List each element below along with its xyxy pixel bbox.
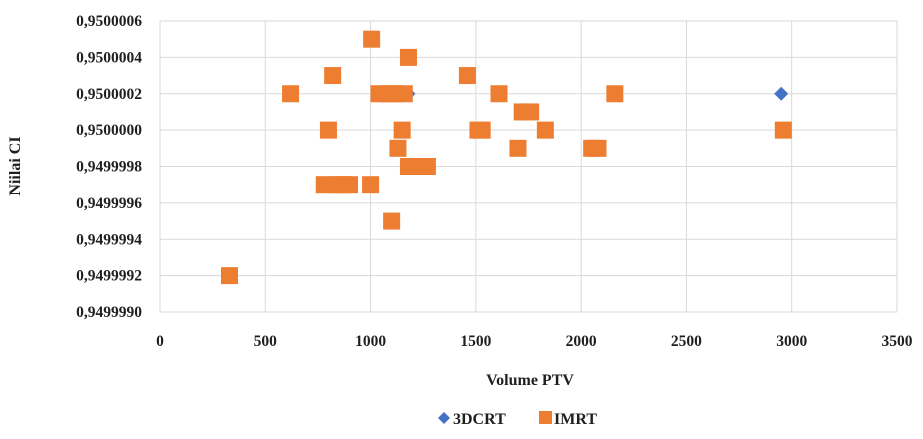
x-tick-label: 3000 [776,333,807,350]
point-imrt [383,213,400,230]
point-imrt [221,267,238,284]
x-tick-label: 3500 [882,333,913,350]
legend-label-3dcrt: 3DCRT [453,411,506,428]
y-tick-label: 0,9499994 [76,231,142,248]
legend-item-imrt: IMRT [539,411,597,428]
data-points [221,31,792,284]
y-tick-label: 0,9500004 [76,49,142,66]
y-tick-label: 0,9500006 [76,13,142,30]
y-tick-label: 0,9499998 [76,159,142,176]
point-imrt [474,122,491,139]
point-imrt [589,140,606,157]
gridlines [160,21,897,312]
x-axis-ticks: 0 500 1000 1500 2000 2500 3000 3500 [156,333,913,350]
point-3dcrt [774,87,788,101]
y-tick-label: 0,9499996 [76,195,142,212]
point-imrt [419,158,436,175]
point-imrt [606,85,623,102]
point-imrt [400,49,417,66]
point-imrt [509,140,526,157]
point-imrt [362,176,379,193]
y-tick-label: 0,9499992 [76,268,142,285]
y-tick-label: 0,9500002 [76,86,142,103]
x-tick-label: 1000 [355,333,386,350]
point-imrt [363,31,380,48]
point-imrt [537,122,554,139]
legend-item-3dcrt: 3DCRT [438,411,506,428]
point-imrt [522,103,539,120]
x-tick-label: 1500 [460,333,491,350]
x-tick-label: 2000 [566,333,597,350]
point-imrt [324,67,341,84]
point-imrt [282,85,299,102]
point-imrt [394,122,411,139]
legend-marker-3dcrt [438,412,450,424]
x-tick-label: 2500 [671,333,702,350]
y-tick-label: 0,9500000 [76,122,142,139]
point-imrt [389,140,406,157]
legend: 3DCRT IMRT [438,411,597,428]
y-axis-ticks: 0,9499990 0,9499992 0,9499994 0,9499996 0,94… [76,13,142,321]
x-tick-label: 500 [254,333,278,350]
point-imrt [341,176,358,193]
y-axis-title: Niilai CI [7,136,24,195]
y-tick-label: 0,9499990 [76,304,142,321]
point-imrt [320,122,337,139]
x-axis-title: Volume PTV [486,372,574,389]
legend-label-imrt: IMRT [554,411,597,428]
legend-marker-imrt [539,411,552,424]
point-imrt [396,85,413,102]
point-imrt [491,85,508,102]
point-imrt [775,122,792,139]
point-imrt [459,67,476,84]
x-tick-label: 0 [156,333,164,350]
